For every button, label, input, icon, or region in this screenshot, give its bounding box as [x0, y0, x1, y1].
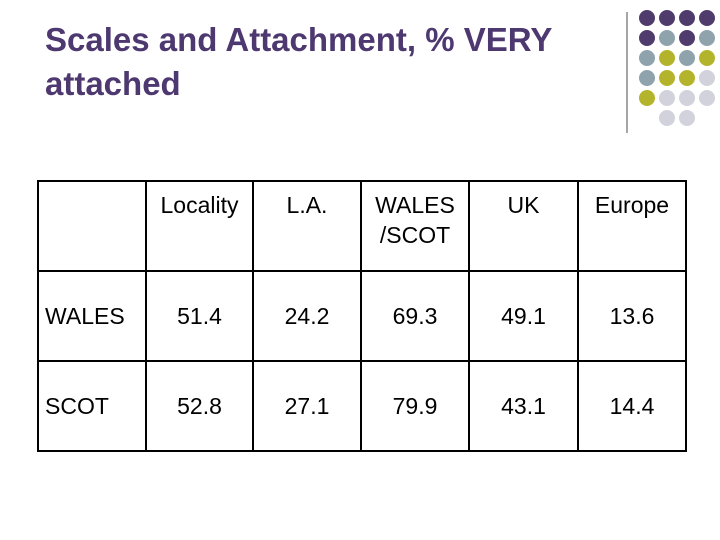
row-label: SCOT [37, 360, 147, 452]
corner-cell [37, 180, 147, 272]
table-cell: 79.9 [360, 360, 470, 452]
column-header: Locality [145, 180, 254, 272]
column-header: Europe [577, 180, 687, 272]
column-header: L.A. [252, 180, 362, 272]
table-cell: 52.8 [145, 360, 254, 452]
table-cell: 49.1 [468, 270, 579, 362]
column-header: WALES /SCOT [360, 180, 470, 272]
table-row: SCOT 52.8 27.1 79.9 43.1 14.4 [37, 360, 687, 452]
data-table: Locality L.A. WALES /SCOT UK Europe WALES 51.… [37, 180, 687, 452]
column-header: UK [468, 180, 579, 272]
table-cell: 43.1 [468, 360, 579, 452]
table-cell: 51.4 [145, 270, 254, 362]
table-cell: 24.2 [252, 270, 362, 362]
slide-title: Scales and Attachment, % VERY attached [45, 21, 552, 102]
table-cell: 27.1 [252, 360, 362, 452]
row-label: WALES [37, 270, 147, 362]
table-cell: 13.6 [577, 270, 687, 362]
table-row: WALES 51.4 24.2 69.3 49.1 13.6 [37, 270, 687, 362]
header-row: Locality L.A. WALES /SCOT UK Europe [37, 180, 687, 272]
dot-pattern [639, 10, 715, 126]
table-cell: 69.3 [360, 270, 470, 362]
table-cell: 14.4 [577, 360, 687, 452]
